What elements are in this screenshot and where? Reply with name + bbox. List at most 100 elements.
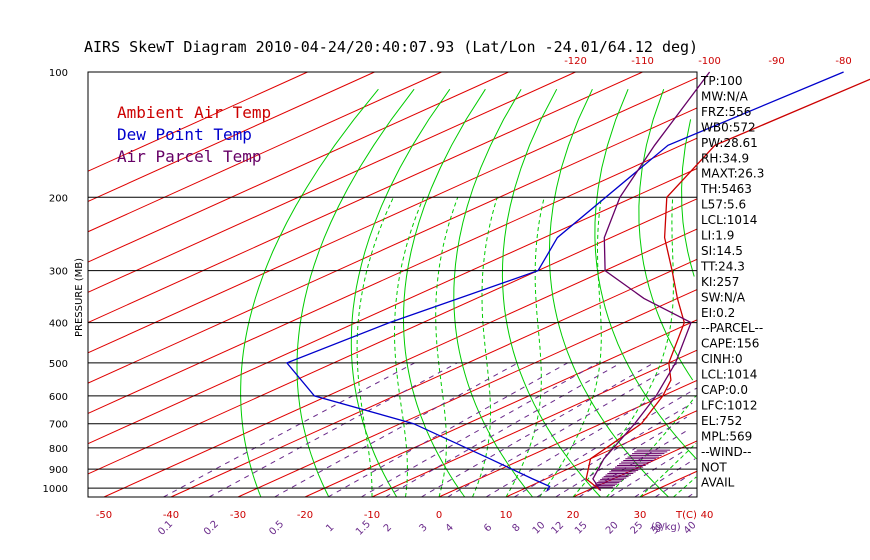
top-temp-tick-label: -100 bbox=[698, 56, 721, 67]
stability-index-label: KI:257 bbox=[701, 275, 739, 289]
isotherm-line bbox=[237, 289, 698, 498]
top-temp-tick-label: -90 bbox=[768, 56, 784, 67]
isotherm-line bbox=[87, 71, 576, 293]
isotherm-line bbox=[87, 168, 698, 445]
pressure-tick-label: 900 bbox=[49, 465, 68, 476]
pressure-tick-label: 300 bbox=[49, 267, 68, 278]
top-temp-tick-label: -110 bbox=[631, 56, 654, 67]
bottom-temp-tick-label: 0 bbox=[436, 510, 442, 521]
profile-line bbox=[285, 71, 844, 491]
moist-adiabat-line bbox=[435, 197, 459, 498]
stability-index-label: RH:34.9 bbox=[701, 151, 749, 165]
isotherm-line bbox=[87, 198, 698, 475]
moist-adiabat-line bbox=[505, 197, 545, 498]
stability-index-label: LCL:1014 bbox=[701, 368, 757, 382]
stability-index-label: EI:0.2 bbox=[701, 306, 735, 320]
pressure-tick-label: 100 bbox=[49, 68, 68, 79]
mixing-ratio-line bbox=[654, 473, 692, 498]
isotherm-line bbox=[505, 410, 698, 498]
stability-index-label: AVAIL bbox=[701, 476, 735, 490]
stability-index-label: MPL:569 bbox=[701, 429, 752, 443]
mixing-ratio-tick-label: 0.2 bbox=[202, 519, 221, 538]
stability-index-label: MAXT:26.3 bbox=[701, 167, 764, 181]
isotherm-line bbox=[438, 379, 698, 498]
bottom-temp-tick-label: -40 bbox=[163, 510, 179, 521]
stability-index-label: NOT bbox=[701, 460, 727, 474]
moist-adiabat-line bbox=[394, 197, 425, 498]
mixing-ratio-line bbox=[385, 362, 622, 498]
pressure-tick-label: 400 bbox=[49, 319, 68, 330]
isotherm-line bbox=[87, 71, 308, 172]
mixing-ratio-line bbox=[555, 416, 688, 498]
bottom-temp-tick-label: 20 bbox=[567, 510, 580, 521]
bottom-temp-tick-label: -10 bbox=[364, 510, 380, 521]
mixing-ratio-line bbox=[609, 447, 690, 498]
dry-adiabat-line bbox=[594, 89, 697, 460]
mixing-ratio-tick-label: 15 bbox=[573, 520, 590, 537]
dry-adiabat-line bbox=[638, 89, 694, 381]
chart-title: AIRS SkewT Diagram 2010-04-24/20:40:07.9… bbox=[84, 38, 698, 56]
isotherm-line bbox=[87, 71, 442, 233]
mixing-ratio-line bbox=[578, 429, 689, 498]
dry-adiabat-line bbox=[350, 88, 451, 498]
stability-index-label: LCL:1014 bbox=[701, 213, 757, 227]
stability-index-label: SW:N/A bbox=[701, 290, 746, 304]
moist-adiabat-line bbox=[673, 476, 697, 498]
isotherm-line bbox=[87, 137, 698, 414]
pressure-tick-label: 700 bbox=[49, 420, 68, 431]
pressure-tick-label: 800 bbox=[49, 444, 68, 455]
mixing-ratio-line bbox=[208, 362, 458, 498]
bottom-temp-tick-label: 10 bbox=[500, 510, 513, 521]
mixing-ratio-tick-label: 12 bbox=[549, 520, 566, 537]
legend-label: Dew Point Temp bbox=[117, 125, 252, 144]
stability-index-label: FRZ:556 bbox=[701, 105, 751, 119]
dry-adiabat-line bbox=[240, 88, 379, 498]
plot-frame bbox=[87, 71, 698, 498]
isotherm-line bbox=[87, 107, 698, 384]
dry-adiabat-line bbox=[681, 119, 695, 277]
mixing-ratio-line bbox=[634, 458, 696, 498]
mixing-ratio-tick-label: 40 bbox=[682, 520, 699, 537]
stability-index-label: EL:752 bbox=[701, 414, 742, 428]
top-temp-tick-label: -120 bbox=[564, 56, 587, 67]
mixing-ratio-line bbox=[447, 362, 679, 498]
stability-index-label: CINH:0 bbox=[701, 352, 743, 366]
stability-index-label: MW:N/A bbox=[701, 89, 749, 103]
mixing-ratio-unit-label: (g/kg) bbox=[651, 522, 681, 533]
stability-index-label: TH:5463 bbox=[700, 182, 752, 196]
bottom-temp-tick-label: -20 bbox=[297, 510, 313, 521]
mixing-ratio-tick-label: 20 bbox=[604, 520, 621, 537]
isotherm-line bbox=[87, 77, 698, 354]
mixing-ratio-line bbox=[361, 362, 599, 498]
isotherm-line bbox=[304, 319, 698, 498]
pressure-tick-label: 500 bbox=[49, 359, 68, 370]
stability-index-label: LI:1.9 bbox=[701, 229, 734, 243]
mixing-ratio-tick-label: 3 bbox=[417, 522, 429, 534]
temp-unit-label: T(C) bbox=[675, 510, 697, 521]
pressure-tick-label: 600 bbox=[49, 392, 68, 403]
moist-adiabat-line bbox=[356, 197, 394, 497]
dry-adiabat-line bbox=[296, 88, 415, 498]
mixing-ratio-tick-label: 1 bbox=[324, 522, 336, 534]
moist-adiabat-line bbox=[572, 197, 674, 498]
isotherm-line bbox=[87, 71, 375, 202]
profile-line bbox=[585, 78, 870, 492]
mixing-ratio-line bbox=[274, 362, 519, 498]
stability-index-label: WB0:572 bbox=[701, 120, 756, 134]
mixing-ratio-tick-label: 1.5 bbox=[354, 519, 373, 538]
isotherm-line bbox=[639, 470, 698, 498]
isotherm-line bbox=[170, 258, 698, 498]
bottom-temp-tick-label: 30 bbox=[634, 510, 647, 521]
top-temp-tick-label: -80 bbox=[835, 56, 851, 67]
mixing-ratio-line bbox=[327, 362, 568, 498]
mixing-ratio-line bbox=[421, 362, 655, 498]
bottom-temp-tick-label: -30 bbox=[230, 510, 246, 521]
bottom-temp-tick-label: 40 bbox=[701, 510, 714, 521]
legend-label: Air Parcel Temp bbox=[117, 147, 262, 166]
mixing-ratio-line bbox=[536, 402, 693, 498]
mixing-ratio-tick-label: 4 bbox=[444, 522, 456, 534]
stability-index-label: --PARCEL-- bbox=[701, 321, 763, 335]
mixing-ratio-tick-label: 0.1 bbox=[156, 519, 175, 538]
mixing-ratio-tick-label: 25 bbox=[629, 520, 646, 537]
